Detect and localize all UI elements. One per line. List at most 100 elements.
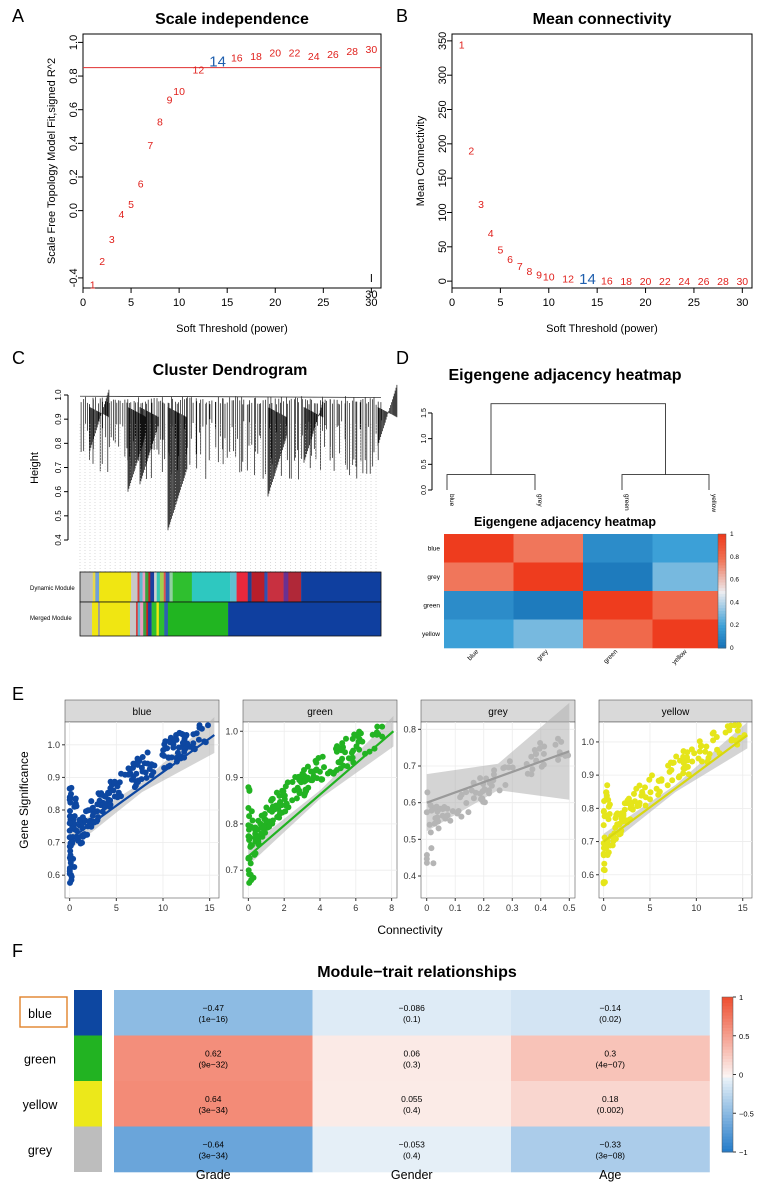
data-point [457, 794, 464, 801]
data-point [502, 782, 509, 788]
colorbar-step [718, 628, 726, 632]
data-point [423, 809, 430, 816]
heatmap-cell [652, 591, 723, 620]
data-point [262, 817, 269, 823]
colorbar-step [718, 596, 726, 601]
colorbar-step [718, 562, 726, 566]
cell-value: 0.055 [401, 1094, 423, 1104]
x-tick-label: 15 [738, 903, 748, 913]
colorbar-step [722, 997, 733, 1001]
point-label: 9 [536, 269, 542, 281]
merged-module-strip [129, 602, 137, 636]
row-label-dynamic: Dynamic Module [30, 586, 75, 592]
colorbar-step [718, 642, 726, 646]
point-label: 6 [507, 254, 513, 266]
dynamic-module-strip [251, 572, 265, 602]
cell-value: 0.06 [403, 1048, 420, 1058]
colorbar-step [722, 1102, 733, 1106]
data-point [465, 809, 472, 816]
x-tick-label: 8 [389, 903, 394, 913]
data-point [673, 753, 680, 760]
panel-title: Module−trait relationships [317, 964, 517, 981]
data-point [477, 775, 484, 782]
x-tick-label: 6 [353, 903, 358, 913]
x-tick-label: 0 [80, 297, 86, 309]
data-point [647, 789, 654, 796]
heatmap-cell [652, 619, 723, 649]
colorbar-step [718, 591, 726, 595]
data-point [247, 860, 254, 867]
data-point [339, 740, 346, 747]
dynamic-module-strip [154, 572, 157, 602]
data-point [435, 825, 442, 832]
data-point [447, 817, 454, 824]
colorbar-label: 0 [730, 645, 734, 652]
colorbar-step [722, 1105, 733, 1110]
data-point [604, 852, 611, 858]
data-point [122, 771, 129, 778]
data-point [600, 866, 607, 873]
facet-title: blue [133, 707, 152, 718]
data-point [379, 733, 386, 740]
data-point [603, 789, 610, 796]
colorbar-step [722, 1127, 733, 1131]
facet-title: grey [488, 707, 507, 718]
module-label: blue [28, 1007, 52, 1021]
module-swatch [74, 1035, 102, 1081]
data-point [356, 736, 363, 743]
point-label: 6 [138, 179, 144, 191]
data-point [130, 760, 137, 767]
y-tick-label: -0.4 [68, 268, 80, 287]
y-axis-label: Scale Free Topology Model Fit,signed R^2 [46, 58, 58, 264]
data-point [276, 814, 283, 821]
dynamic-module-strip [264, 572, 268, 602]
data-point [88, 798, 95, 805]
data-point [506, 758, 513, 765]
data-point [477, 790, 484, 797]
dynamic-module-strip [230, 572, 237, 602]
data-point [255, 838, 261, 845]
colorbar-label: 1 [730, 531, 734, 538]
data-point [541, 743, 548, 750]
colorbar-step [722, 1080, 733, 1085]
point-label: 14 [579, 271, 596, 288]
colorbar-step [722, 1074, 733, 1079]
heatmap-cell [583, 562, 653, 592]
colorbar-step [722, 1015, 733, 1020]
dynamic-module-strip [267, 572, 284, 602]
colorbar-label: −1 [739, 1148, 748, 1157]
heatmap-row-label: blue [428, 545, 441, 552]
data-point [257, 820, 264, 827]
point-label: 24 [678, 276, 690, 288]
point-label: 2 [468, 146, 474, 158]
cell-pvalue: (1e−16) [198, 1014, 228, 1024]
data-point [468, 787, 475, 794]
data-point [299, 770, 306, 777]
data-point [266, 807, 273, 814]
data-point [431, 820, 438, 827]
heatmap-cell [513, 562, 584, 592]
data-point [454, 810, 461, 817]
point-label: 26 [327, 49, 339, 61]
colorbar-step [722, 1136, 733, 1141]
point-label: 20 [640, 276, 652, 288]
x-tick-label: 10 [543, 297, 555, 309]
colorbar-step [718, 565, 726, 569]
colorbar-step [722, 1059, 733, 1063]
x-tick-label: 30 [736, 297, 748, 309]
merged-module-strip [98, 602, 101, 636]
plot-frame [82, 33, 382, 289]
dynamic-module-strip [139, 572, 143, 602]
data-point [606, 801, 613, 808]
heatmap-cell [444, 562, 514, 592]
x-tick-label: 10 [691, 903, 701, 913]
data-point [449, 808, 456, 815]
point-label: 7 [147, 140, 153, 152]
x-tick-label: 30 [365, 297, 377, 309]
y-tick-label: 1.5 [421, 408, 428, 418]
cell-pvalue: (0.4) [403, 1150, 421, 1160]
colorbar-step [718, 551, 726, 555]
colorbar-step [718, 613, 726, 618]
data-point [269, 796, 275, 803]
module-label: yellow [23, 1098, 59, 1112]
